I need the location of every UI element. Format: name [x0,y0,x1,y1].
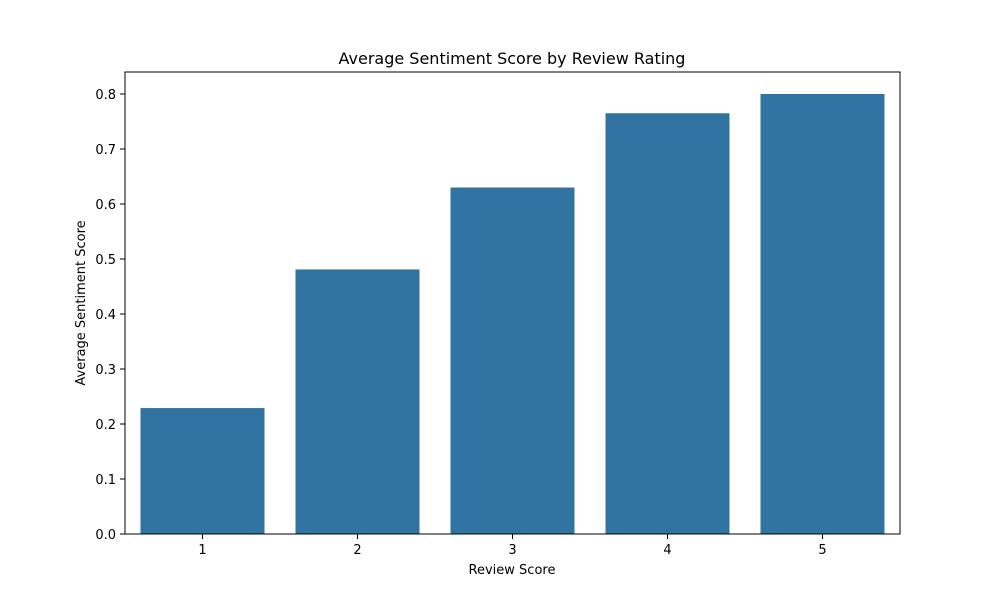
x-tick-label-5: 5 [818,543,826,558]
y-tick-label-8: 0.8 [95,88,116,103]
y-tick-label-2: 0.2 [95,418,116,433]
bar-4 [605,113,730,534]
y-axis: 0.0 0.1 0.2 0.3 0.4 0.5 0.6 0.7 0.8 [95,88,125,543]
x-tick-label-4: 4 [663,543,671,558]
y-tick-label-1: 0.1 [95,473,116,488]
y-tick-label-3: 0.3 [95,363,116,378]
y-tick-label-6: 0.6 [95,198,116,213]
y-axis-label: Average Sentiment Score [74,220,89,385]
x-tick-label-2: 2 [353,543,361,558]
bar-2 [295,269,420,534]
y-tick-label-0: 0.0 [95,528,116,543]
bars-group [140,94,885,534]
x-tick-label-3: 3 [508,543,516,558]
x-axis: 1 2 3 4 5 [198,534,827,558]
y-tick-label-7: 0.7 [95,143,116,158]
chart-title: Average Sentiment Score by Review Rating [339,49,686,68]
y-tick-label-4: 0.4 [95,308,116,323]
bar-1 [140,408,265,534]
x-tick-label-1: 1 [198,543,206,558]
x-axis-label: Review Score [469,563,556,578]
bar-3 [450,187,575,534]
bar-5 [760,94,885,534]
y-tick-label-5: 0.5 [95,253,116,268]
